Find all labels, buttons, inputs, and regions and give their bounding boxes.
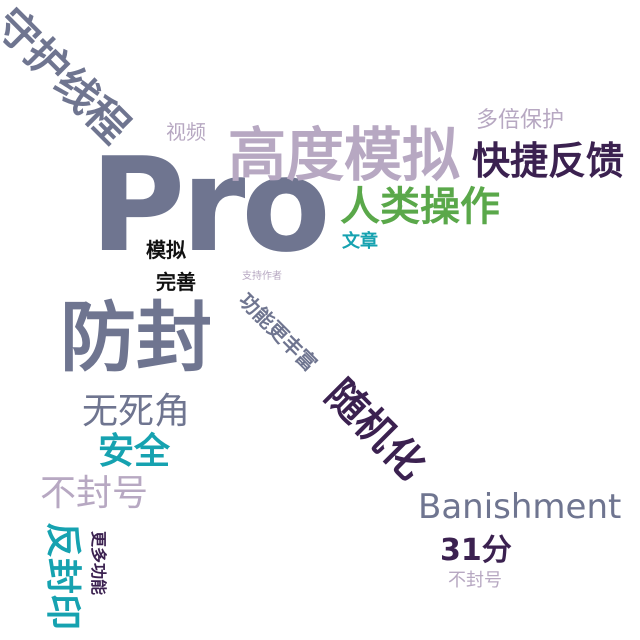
word-pro: Pro [90,129,331,281]
word-quick-feedback: 快捷反馈 [472,139,625,183]
word-anti-ban: 防封 [60,293,212,382]
word-article: 文章 [342,231,378,252]
word-human-operation: 人类操作 [340,184,500,230]
word-high-simulation: 高度模拟 [228,121,461,189]
word-more-features: 更多功能 [89,530,109,596]
word-no-account-ban: 不封号 [40,473,149,514]
word-complete: 完善 [156,270,196,294]
word-support-author: 支持作者 [242,271,282,282]
word-no-account-ban-small: 不封号 [448,570,502,591]
word-video: 视频 [166,120,206,144]
word-richer-features: 功能更丰富 [234,288,322,376]
word-randomization: 随机化 [316,371,434,489]
word-simulation: 模拟 [146,238,186,262]
word-secure: 安全 [98,431,171,472]
word-guard-thread: 守护线程 [0,0,140,153]
word-multiple-protection: 多倍保护 [476,108,565,133]
word-banishment: Banishment [418,487,622,527]
word-31-points: 31分 [440,533,512,568]
word-no-dead-angle: 无死角 [82,391,191,432]
word-anti-seal: 反封印 [42,521,84,631]
